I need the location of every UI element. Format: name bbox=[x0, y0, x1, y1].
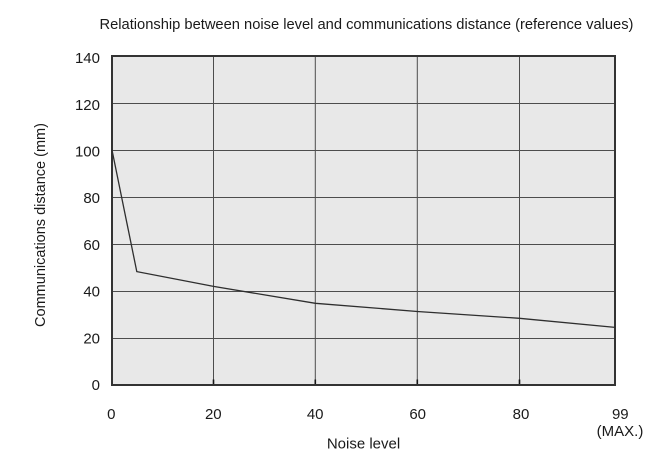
svg-text:80: 80 bbox=[83, 190, 100, 207]
svg-text:40: 40 bbox=[307, 406, 324, 423]
svg-text:20: 20 bbox=[205, 406, 222, 423]
svg-text:60: 60 bbox=[409, 406, 426, 423]
svg-text:60: 60 bbox=[83, 237, 100, 254]
svg-text:20: 20 bbox=[83, 330, 100, 347]
svg-text:Communications distance (mm): Communications distance (mm) bbox=[33, 123, 49, 327]
svg-text:80: 80 bbox=[513, 406, 530, 423]
svg-text:0: 0 bbox=[92, 377, 100, 394]
svg-text:120: 120 bbox=[75, 97, 100, 114]
svg-text:140: 140 bbox=[75, 50, 100, 67]
svg-text:40: 40 bbox=[83, 284, 100, 301]
svg-text:Noise level: Noise level bbox=[327, 436, 400, 453]
svg-text:100: 100 bbox=[75, 144, 100, 161]
svg-text:(MAX.): (MAX.) bbox=[597, 423, 644, 440]
svg-text:0: 0 bbox=[107, 406, 115, 423]
svg-text:99: 99 bbox=[612, 406, 629, 423]
svg-text:Relationship between noise lev: Relationship between noise level and com… bbox=[100, 17, 634, 33]
